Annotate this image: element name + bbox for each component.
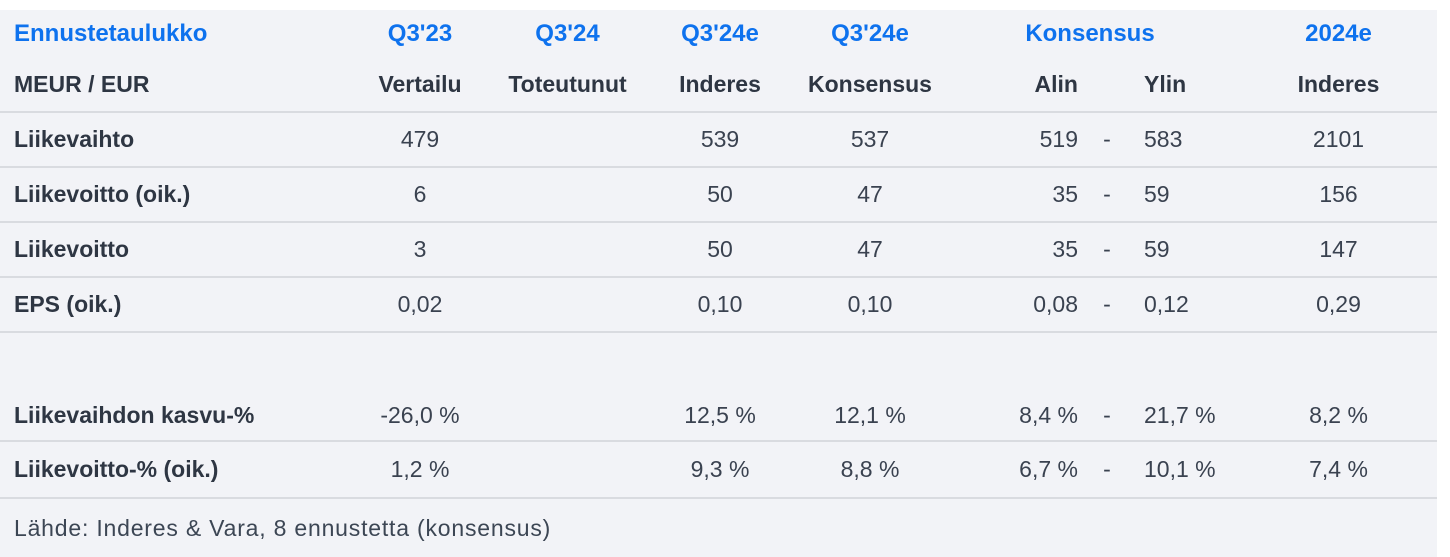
range-dash: - — [1103, 401, 1111, 428]
cell-inderes-2024: 7,4 % — [1240, 440, 1437, 497]
cell-ylin: 583 — [1132, 111, 1240, 166]
row-label: Liikevoitto — [0, 221, 345, 276]
cell-konsensus: 47 — [800, 166, 940, 221]
period-header-row: Ennustetaulukko Q3'23 Q3'24 Q3'24e Q3'24… — [0, 10, 1437, 58]
row-label: Liikevoitto-% (oik.) — [0, 440, 345, 497]
cell-ylin: 0,12 — [1132, 276, 1240, 331]
cell-ylin: 59 — [1132, 221, 1240, 276]
cell-inderes-2024: 8,2 % — [1309, 401, 1368, 428]
cell-alin: 519 — [940, 111, 1082, 166]
col-header-ylin: Ylin — [1144, 71, 1187, 97]
range-dash: - — [1082, 440, 1132, 497]
cell-vertailu: -26,0 % — [380, 401, 460, 428]
cell-toteutunut — [495, 111, 640, 166]
table-row-liikevoitto-oik: Liikevoitto (oik.) 6 50 47 35 - 59 156 — [0, 166, 1437, 221]
range-dash: - — [1082, 111, 1132, 166]
cell-vertailu: 1,2 % — [345, 440, 495, 497]
cell-toteutunut — [495, 166, 640, 221]
row-label: Liikevaihdon kasvu-% — [14, 401, 255, 428]
period-col-konsensus-group: Konsensus — [1025, 20, 1155, 47]
cell-ylin: 10,1 % — [1132, 440, 1240, 497]
table-row-liikevaihto: Liikevaihto 479 539 537 519 - 583 2101 — [0, 111, 1437, 166]
cell-alin: 35 — [940, 166, 1082, 221]
cell-konsensus: 12,1 % — [834, 401, 906, 428]
table-row-liikevoitto-pct: Liikevoitto-% (oik.) 1,2 % 9,3 % 8,8 % 6… — [0, 440, 1437, 497]
row-label: Liikevaihto — [0, 111, 345, 166]
cell-alin: 0,08 — [940, 276, 1082, 331]
cell-alin: 35 — [940, 221, 1082, 276]
cell-vertailu: 3 — [345, 221, 495, 276]
cell-inderes-2024: 2101 — [1240, 111, 1437, 166]
cell-inderes: 0,10 — [640, 276, 800, 331]
row-label: Liikevoitto (oik.) — [0, 166, 345, 221]
table-row-eps-oik: EPS (oik.) 0,02 0,10 0,10 0,08 - 0,12 0,… — [0, 276, 1437, 331]
spacer-row — [0, 331, 1437, 390]
cell-inderes-2024: 156 — [1240, 166, 1437, 221]
table-title: Ennustetaulukko — [14, 20, 208, 47]
subheader-row: MEUR / EUR Vertailu Toteutunut Inderes K… — [0, 58, 1437, 111]
col-header-konsensus: Konsensus — [808, 71, 932, 97]
period-col-q324e-konsensus: Q3'24e — [831, 20, 909, 47]
cell-toteutunut — [495, 440, 640, 497]
forecast-table: Ennustetaulukko Q3'23 Q3'24 Q3'24e Q3'24… — [0, 10, 1437, 557]
period-col-q324e-inderes: Q3'24e — [681, 20, 759, 47]
cell-konsensus: 0,10 — [800, 276, 940, 331]
table-row-liikevaihdon-kasvu: Liikevaihdon kasvu-% -26,0 % 12,5 % 12,1… — [0, 390, 1437, 440]
source-text: Lähde: Inderes & Vara, 8 ennustetta (kon… — [0, 497, 1437, 557]
cell-inderes-2024: 0,29 — [1240, 276, 1437, 331]
cell-toteutunut — [495, 221, 640, 276]
cell-inderes: 9,3 % — [640, 440, 800, 497]
cell-vertailu: 6 — [345, 166, 495, 221]
cell-ylin: 21,7 % — [1144, 401, 1216, 428]
cell-inderes-2024: 147 — [1240, 221, 1437, 276]
cell-toteutunut — [495, 390, 640, 440]
cell-inderes: 50 — [640, 221, 800, 276]
source-row: Lähde: Inderes & Vara, 8 ennustetta (kon… — [0, 497, 1437, 557]
cell-vertailu: 0,02 — [345, 276, 495, 331]
cell-inderes: 539 — [640, 111, 800, 166]
row-label: EPS (oik.) — [0, 276, 345, 331]
period-col-q323: Q3'23 — [387, 20, 453, 47]
cell-inderes: 50 — [640, 166, 800, 221]
period-col-q324: Q3'24 — [535, 20, 600, 47]
cell-konsensus: 8,8 % — [800, 440, 940, 497]
col-header-vertailu: Vertailu — [378, 71, 462, 97]
range-dash: - — [1082, 221, 1132, 276]
cell-vertailu: 479 — [345, 111, 495, 166]
cell-ylin: 59 — [1132, 166, 1240, 221]
col-header-range-gap — [1082, 58, 1132, 111]
cell-inderes: 12,5 % — [684, 401, 756, 428]
range-dash: - — [1082, 166, 1132, 221]
period-col-2024e: 2024e — [1305, 20, 1372, 47]
table-row-liikevoitto: Liikevoitto 3 50 47 35 - 59 147 — [0, 221, 1437, 276]
forecast-table-panel: Ennustetaulukko Q3'23 Q3'24 Q3'24e Q3'24… — [0, 10, 1437, 557]
cell-konsensus: 47 — [800, 221, 940, 276]
col-header-inderes-y: Inderes — [1297, 71, 1380, 97]
col-header-alin: Alin — [1034, 71, 1078, 97]
cell-toteutunut — [495, 276, 640, 331]
cell-konsensus: 537 — [800, 111, 940, 166]
unit-label: MEUR / EUR — [14, 71, 150, 97]
cell-alin: 8,4 % — [1019, 401, 1078, 428]
col-header-toteutunut: Toteutunut — [508, 71, 627, 97]
cell-alin: 6,7 % — [940, 440, 1082, 497]
col-header-inderes-q: Inderes — [679, 71, 761, 97]
range-dash: - — [1082, 276, 1132, 331]
